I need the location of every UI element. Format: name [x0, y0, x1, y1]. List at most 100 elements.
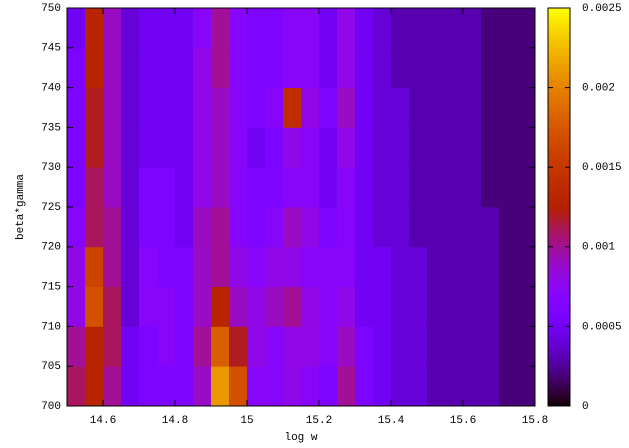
heatmap-cell: [481, 326, 500, 367]
heatmap-cell: [265, 366, 284, 407]
colorbar-step: [548, 286, 570, 292]
colorbar-step: [548, 15, 570, 21]
heatmap-cell: [193, 167, 212, 208]
colorbar-step: [548, 11, 570, 17]
colorbar-step: [548, 147, 570, 152]
colorbar-step: [548, 338, 570, 343]
heatmap-cell: [121, 127, 140, 168]
heatmap-cell: [67, 87, 86, 128]
heatmap-cell: [283, 366, 302, 407]
y-tick-label: 700: [41, 401, 61, 413]
heatmap-cell: [409, 47, 428, 88]
heatmap-cell: [481, 246, 500, 287]
heatmap-cell: [409, 246, 428, 287]
heatmap-cell: [193, 8, 212, 49]
heatmap-cell: [301, 207, 320, 248]
colorbar-step: [548, 43, 570, 49]
heatmap-cell: [211, 207, 230, 248]
colorbar-step: [548, 75, 570, 81]
heatmap-cell: [157, 47, 176, 88]
heatmap-cell: [157, 87, 176, 128]
heatmap-cell: [355, 366, 374, 407]
heatmap-cell: [409, 8, 428, 49]
x-tick-label: 15.2: [306, 415, 332, 427]
heatmap-cell: [103, 246, 122, 287]
heatmap-cell: [373, 246, 392, 287]
heatmap-cell: [427, 246, 446, 287]
heatmap-cell: [121, 286, 140, 327]
heatmap-cell: [319, 246, 338, 287]
colorbar-step: [548, 306, 570, 311]
heatmap-cell: [139, 8, 158, 49]
heatmap-cell: [103, 326, 122, 367]
colorbar-step: [548, 63, 570, 69]
heatmap-cell: [193, 47, 212, 88]
heatmap-cell: [103, 286, 122, 327]
colorbar-step: [548, 123, 570, 128]
heatmap-cell: [391, 366, 410, 407]
heatmap-cell: [427, 127, 446, 168]
colorbar-step: [548, 210, 570, 216]
colorbar-step: [548, 187, 570, 192]
heatmap-cell: [67, 246, 86, 287]
colorbar-step: [548, 119, 570, 124]
colorbar-step: [548, 107, 570, 112]
heatmap-cell: [283, 246, 302, 287]
heatmap-cell: [499, 207, 518, 248]
colorbar-step: [548, 374, 570, 379]
heatmap-cell: [319, 47, 338, 88]
heatmap-cell: [463, 8, 482, 49]
heatmap-cell: [463, 207, 482, 248]
heatmap-cell: [355, 326, 374, 367]
heatmap-cell: [175, 167, 194, 208]
heatmap-cell: [301, 47, 320, 88]
colorbar-step: [548, 234, 570, 240]
colorbar-step: [548, 238, 570, 244]
y-tick-label: 705: [41, 361, 61, 373]
heatmap-cell: [445, 127, 464, 168]
colorbar-step: [548, 23, 570, 29]
heatmap-cell: [229, 127, 248, 168]
heatmap-cell: [481, 207, 500, 248]
heatmap-cell: [157, 127, 176, 168]
heatmap-cell: [193, 366, 212, 407]
heatmap-cell: [391, 167, 410, 208]
heatmap-cell: [409, 286, 428, 327]
heatmap-cell: [265, 87, 284, 128]
colorbar-tick-label: 0.002: [582, 83, 615, 95]
heatmap-cell: [409, 87, 428, 128]
heatmap-cell: [373, 127, 392, 168]
heatmap-cell: [517, 207, 536, 248]
colorbar-step: [548, 246, 570, 252]
heatmap-cell: [85, 366, 104, 407]
heatmap-cell: [265, 326, 284, 367]
heatmap-cell: [157, 8, 176, 49]
heatmap-cell: [445, 47, 464, 88]
heatmap-cell: [67, 167, 86, 208]
colorbar-step: [548, 282, 570, 288]
heatmap-cell: [517, 47, 536, 88]
colorbar-step: [548, 131, 570, 136]
heatmap-cell: [103, 207, 122, 248]
heatmap-cell: [139, 167, 158, 208]
heatmap-cell: [85, 207, 104, 248]
heatmap-cell: [391, 87, 410, 128]
heatmap-cell: [283, 207, 302, 248]
heatmap-cell: [445, 286, 464, 327]
heatmap-cell: [409, 366, 428, 407]
heatmap-cell: [283, 47, 302, 88]
colorbar-step: [548, 115, 570, 120]
heatmap-cell: [247, 167, 266, 208]
heatmap-cell: [103, 167, 122, 208]
heatmap-cell: [247, 47, 266, 88]
heatmap-cell: [139, 207, 158, 248]
colorbar-step: [548, 79, 570, 85]
heatmap-cell: [175, 366, 194, 407]
x-tick-label: 15.8: [522, 415, 548, 427]
heatmap-cell: [67, 326, 86, 367]
heatmap-cell: [391, 8, 410, 49]
heatmap-cell: [247, 127, 266, 168]
heatmap-cell: [427, 47, 446, 88]
heatmap-cell: [157, 366, 176, 407]
colorbar-step: [548, 91, 570, 97]
